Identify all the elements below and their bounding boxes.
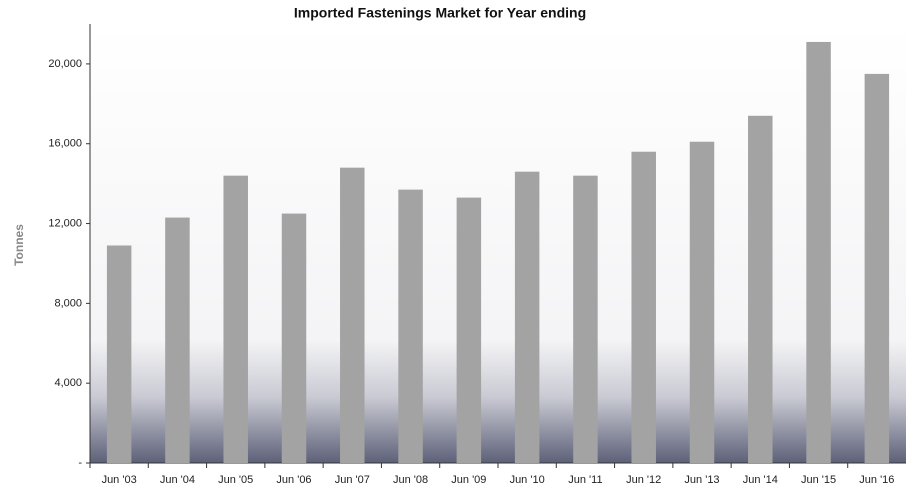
bar (748, 115, 773, 464)
x-tick-label: Jun '08 (393, 474, 428, 486)
y-tick-label: 8,000 (54, 297, 82, 309)
bar (806, 41, 831, 463)
x-tick-label: Jun '16 (859, 474, 894, 486)
y-tick-label: - (78, 457, 82, 469)
x-tick-label: Jun '14 (743, 474, 778, 486)
x-tick-label: Jun '04 (160, 474, 195, 486)
bar (223, 175, 248, 463)
bar (573, 175, 598, 463)
x-tick-label: Jun '10 (510, 474, 545, 486)
y-tick-label: 4,000 (54, 377, 82, 389)
x-tick-label: Jun '12 (626, 474, 661, 486)
bar (689, 141, 715, 463)
x-tick-label: Jun '05 (218, 474, 253, 486)
bar (864, 73, 890, 464)
x-tick-label: Jun '15 (801, 474, 836, 486)
x-tick-label: Jun '13 (684, 474, 719, 486)
bar (340, 167, 365, 463)
bar (631, 151, 656, 463)
bar (281, 213, 307, 463)
plot-background (90, 24, 906, 463)
x-tick-label: Jun '06 (276, 474, 311, 486)
chart-title: Imported Fastenings Market for Year endi… (294, 5, 586, 21)
x-tick-label: Jun '03 (102, 474, 137, 486)
x-tick-label: Jun '09 (451, 474, 486, 486)
bar (398, 189, 423, 463)
bar (165, 217, 190, 463)
bar (514, 171, 540, 463)
bar (456, 197, 482, 463)
x-tick-label: Jun '07 (335, 474, 370, 486)
x-tick-label: Jun '11 (568, 474, 602, 486)
y-tick-label: 16,000 (48, 138, 82, 150)
y-tick-label: 20,000 (48, 58, 82, 70)
y-axis-label: Tonnes (12, 224, 26, 266)
bar (106, 245, 132, 463)
y-tick-label: 12,000 (48, 217, 82, 229)
